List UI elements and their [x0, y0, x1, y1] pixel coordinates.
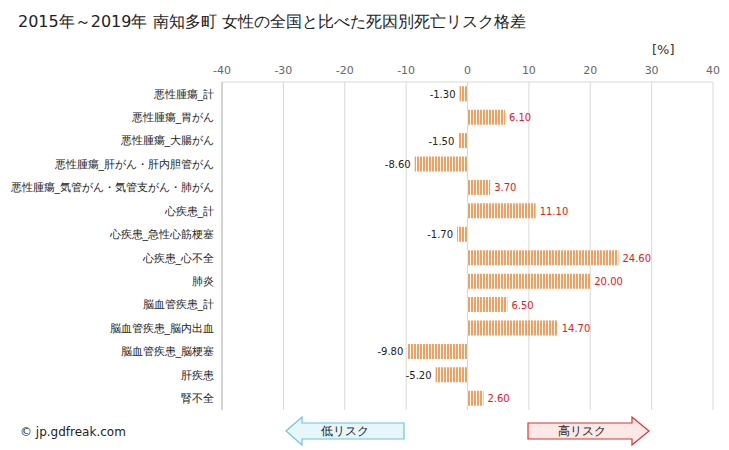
svg-text:40: 40	[706, 64, 720, 77]
svg-text:悪性腫瘍_大腸がん: 悪性腫瘍_大腸がん	[120, 134, 215, 147]
svg-text:6.50: 6.50	[511, 300, 533, 311]
svg-text:-30: -30	[274, 64, 292, 77]
svg-text:2.60: 2.60	[487, 393, 509, 404]
svg-text:14.70: 14.70	[562, 323, 591, 334]
svg-text:20: 20	[583, 64, 597, 77]
svg-text:10: 10	[522, 64, 536, 77]
svg-text:悪性腫瘍_肝がん・肝内胆管がん: 悪性腫瘍_肝がん・肝内胆管がん	[54, 158, 215, 171]
svg-text:11.10: 11.10	[540, 206, 569, 217]
svg-text:-20: -20	[336, 64, 354, 77]
svg-text:脳血管疾患_脳内出血: 脳血管疾患_脳内出血	[110, 322, 215, 335]
svg-text:心疾患_計: 心疾患_計	[164, 205, 215, 218]
svg-text:高リスク: 高リスク	[558, 424, 606, 438]
svg-text:30: 30	[645, 64, 659, 77]
svg-text:肺炎: 肺炎	[192, 275, 214, 288]
svg-text:腎不全: 腎不全	[181, 392, 214, 405]
svg-text:肝疾患: 肝疾患	[181, 369, 214, 382]
svg-text:脳血管疾患_脳梗塞: 脳血管疾患_脳梗塞	[121, 345, 215, 358]
svg-text:悪性腫瘍_胃がん: 悪性腫瘍_胃がん	[131, 111, 215, 124]
svg-text:低リスク: 低リスク	[321, 424, 369, 438]
svg-text:-10: -10	[397, 64, 415, 77]
svg-text:脳血管疾患_計: 脳血管疾患_計	[143, 298, 215, 311]
svg-text:-8.60: -8.60	[385, 159, 411, 170]
svg-text:心疾患_心不全: 心疾患_心不全	[142, 252, 215, 265]
svg-text:© jp.gdfreak.com: © jp.gdfreak.com	[20, 425, 126, 439]
html-text:2015年～2019年 南知多町 女性の全国と比べた死因別死: 2015年～2019年 南知多町 女性の全国と比べた死因別死亡リスク格差	[18, 12, 526, 31]
svg-text:-1.50: -1.50	[428, 136, 454, 147]
svg-text:24.60: 24.60	[622, 253, 651, 264]
svg-text:3.70: 3.70	[494, 182, 516, 193]
svg-text:20.00: 20.00	[594, 276, 623, 287]
svg-text:悪性腫瘍_気管がん・気管支がん・肺がん: 悪性腫瘍_気管がん・気管支がん・肺がん	[10, 181, 215, 194]
svg-text:-9.80: -9.80	[377, 346, 403, 357]
svg-text:-5.20: -5.20	[406, 370, 432, 381]
svg-text:-1.70: -1.70	[427, 229, 453, 240]
svg-text:心疾患_急性心筋梗塞: 心疾患_急性心筋梗塞	[109, 228, 215, 241]
svg-text:-1.30: -1.30	[430, 89, 456, 100]
svg-text:0: 0	[464, 64, 471, 77]
svg-text:-40: -40	[213, 64, 231, 77]
svg-text:悪性腫瘍_計: 悪性腫瘍_計	[153, 88, 215, 101]
svg-text:6.10: 6.10	[509, 112, 531, 123]
